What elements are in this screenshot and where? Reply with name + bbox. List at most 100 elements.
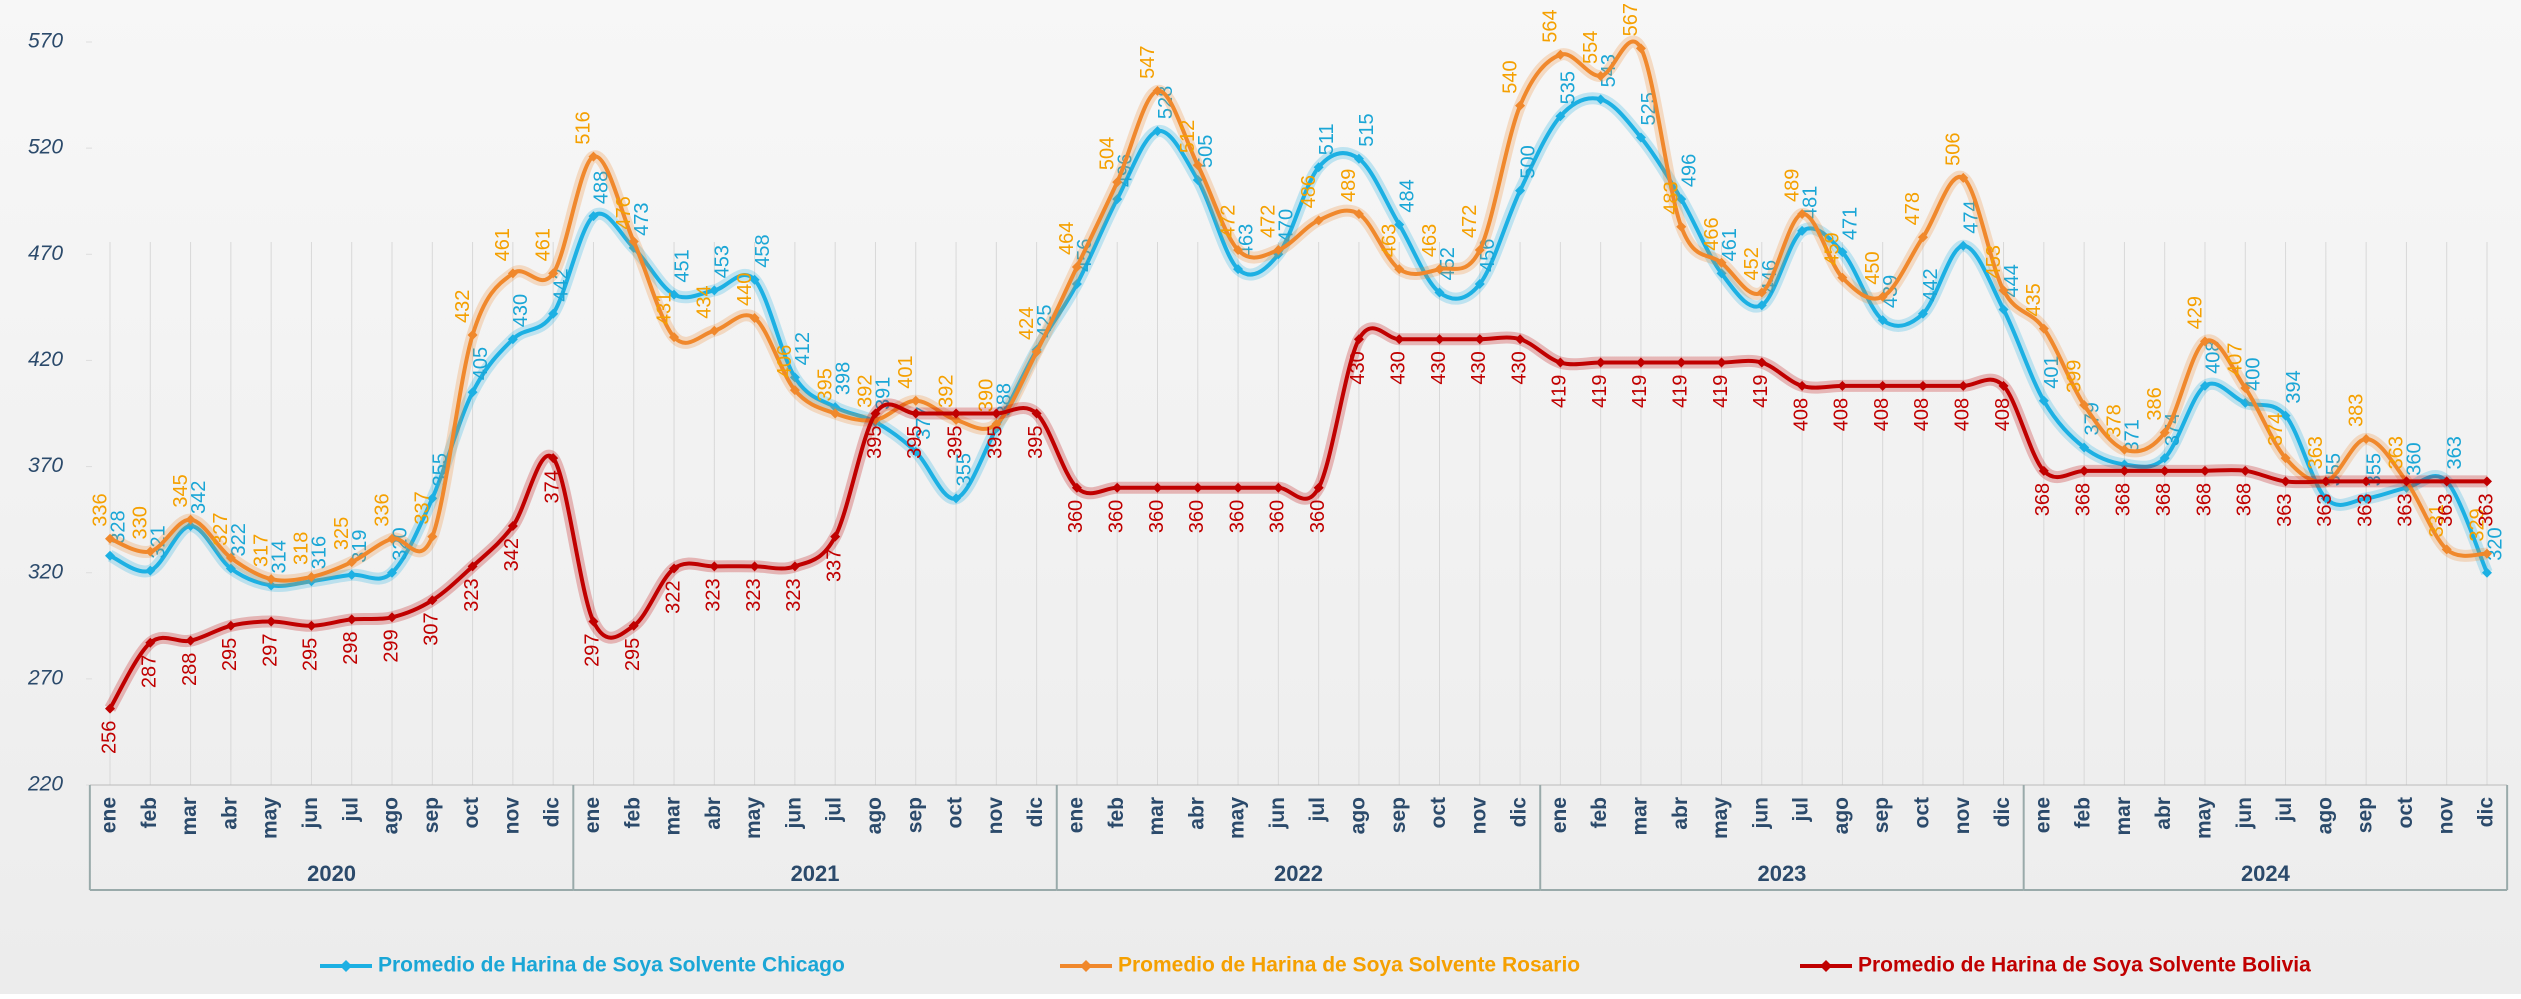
- marker: [185, 521, 196, 532]
- x-tick-label: abr: [1669, 797, 1692, 830]
- data-label: 472: [1217, 205, 1239, 238]
- data-label: 395: [985, 426, 1007, 459]
- marker: [2320, 476, 2331, 487]
- marker: [1756, 357, 1767, 368]
- data-label: 314: [268, 540, 290, 573]
- y-tick-label: 520: [28, 136, 63, 159]
- marker: [1676, 194, 1687, 205]
- marker: [1797, 208, 1808, 219]
- marker: [588, 151, 599, 162]
- marker: [2038, 465, 2049, 476]
- x-tick-label: nov: [1951, 797, 1974, 835]
- y-tick-label: 270: [27, 666, 63, 689]
- data-label: 473: [631, 203, 653, 236]
- data-label: 297: [259, 634, 281, 667]
- marker: [2038, 323, 2049, 334]
- data-label: 419: [1549, 375, 1571, 408]
- data-label: 472: [1258, 205, 1280, 238]
- marker: [1555, 111, 1566, 122]
- data-label: 484: [1397, 179, 1419, 212]
- marker: [1233, 245, 1244, 256]
- data-label: 392: [935, 374, 957, 407]
- x-tick-label: sep: [2354, 797, 2377, 833]
- data-label: 452: [1741, 247, 1763, 280]
- marker: [1716, 257, 1727, 268]
- data-label: 458: [752, 234, 774, 267]
- data-label: 325: [331, 517, 353, 550]
- marker: [709, 285, 720, 296]
- data-label: 355: [953, 453, 975, 486]
- data-label: 567: [1620, 3, 1642, 36]
- x-tick-label: sep: [420, 797, 443, 833]
- marker: [1595, 357, 1606, 368]
- data-label: 408: [1911, 398, 1933, 431]
- marker: [1716, 268, 1727, 279]
- data-label: 535: [1558, 71, 1580, 104]
- marker: [1353, 334, 1364, 345]
- marker: [105, 533, 115, 544]
- marker: [1434, 264, 1445, 275]
- x-tick-label: may: [742, 797, 765, 839]
- data-label: 496: [1679, 154, 1701, 187]
- data-label: 328: [107, 510, 129, 543]
- marker: [1998, 380, 2009, 391]
- marker: [1635, 132, 1646, 143]
- marker: [548, 268, 559, 279]
- data-label: 363: [2354, 493, 2376, 526]
- marker: [1071, 279, 1082, 290]
- data-label: 406: [774, 345, 796, 378]
- data-label: 516: [573, 111, 595, 144]
- marker: [628, 236, 639, 247]
- marker: [1112, 177, 1123, 188]
- data-label: 297: [582, 634, 604, 667]
- x-tick-label: feb: [1105, 797, 1128, 829]
- legend-label: Promedio de Harina de Soya Solvente Chic…: [378, 954, 845, 977]
- marker: [427, 531, 438, 542]
- x-tick-label: may: [1709, 797, 1732, 839]
- x-tick-label: feb: [138, 797, 161, 829]
- x-tick-label: oct: [1427, 797, 1450, 829]
- data-label: 419: [1629, 375, 1651, 408]
- x-tick-label: dic: [1024, 797, 1047, 828]
- data-label: 419: [1710, 375, 1732, 408]
- marker: [185, 514, 196, 525]
- marker: [225, 563, 236, 574]
- marker: [1917, 308, 1928, 319]
- marker: [2079, 465, 2090, 476]
- x-tick-label: nov: [500, 797, 523, 835]
- data-label: 528: [1155, 86, 1177, 119]
- data-label: 512: [1177, 120, 1199, 153]
- x-tick-label: may: [259, 797, 282, 839]
- data-label: 481: [1799, 186, 1821, 219]
- data-label: 547: [1137, 45, 1159, 78]
- x-tick-label: feb: [1588, 797, 1611, 829]
- data-label: 470: [1276, 209, 1298, 242]
- marker: [2159, 427, 2170, 438]
- data-label: 511: [1316, 123, 1338, 155]
- data-label: 316: [309, 536, 331, 569]
- data-label: 337: [823, 549, 845, 582]
- marker: [2482, 476, 2492, 487]
- data-label: 430: [1428, 351, 1450, 384]
- data-label: 360: [1146, 500, 1168, 533]
- data-label: 476: [613, 196, 635, 229]
- data-label: 329: [2466, 508, 2488, 541]
- data-label: 405: [470, 347, 492, 380]
- data-label: 472: [1459, 205, 1481, 238]
- x-tick-label: ene: [1064, 797, 1087, 833]
- marker: [387, 612, 398, 623]
- marker: [709, 325, 720, 336]
- x-tick-label: mar: [178, 797, 201, 836]
- data-label: 408: [1871, 398, 1893, 431]
- x-tick-label: jul: [1306, 797, 1329, 823]
- marker: [2240, 383, 2251, 394]
- marker: [628, 620, 639, 631]
- data-label: 368: [2072, 483, 2094, 516]
- marker: [588, 616, 599, 627]
- x-tick-label: abr: [218, 797, 241, 830]
- data-label: 489: [1338, 169, 1360, 202]
- data-label: 287: [139, 655, 161, 688]
- data-label: 363: [2435, 493, 2457, 526]
- marker: [2361, 493, 2372, 504]
